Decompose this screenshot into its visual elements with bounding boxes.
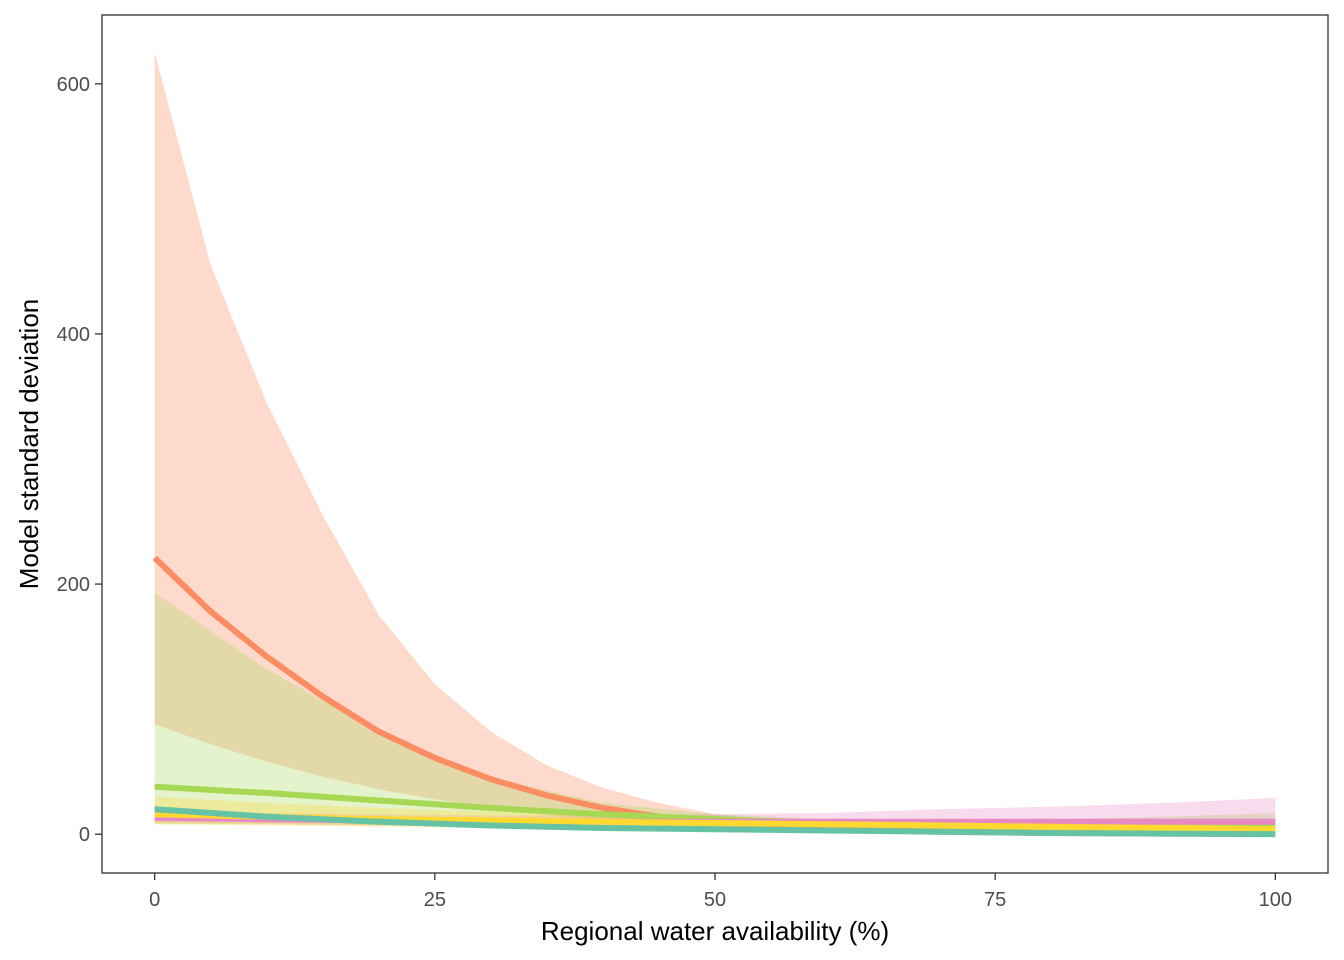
- plot-background: [102, 15, 1328, 873]
- series-lines: [152, 555, 1276, 838]
- x-tick-label: 75: [984, 889, 1006, 911]
- y-tick-label: 0: [79, 824, 90, 846]
- y-tick-label: 600: [57, 74, 90, 96]
- x-tick-label: 100: [1259, 889, 1292, 911]
- series-line-5: [154, 806, 1276, 838]
- y-tick-label: 200: [57, 574, 90, 596]
- y-axis: 0 200 400 600: [57, 74, 102, 846]
- ribbon-1: [154, 52, 1276, 835]
- ribbon-2: [154, 592, 1276, 832]
- y-axis-title: Model standard deviation: [14, 299, 44, 590]
- y-tick-label: 400: [57, 324, 90, 346]
- x-axis: 0 25 50 75 100: [149, 873, 1292, 911]
- x-axis-title: Regional water availability (%): [541, 916, 889, 946]
- x-tick-label: 0: [149, 889, 160, 911]
- x-tick-label: 25: [424, 889, 446, 911]
- x-tick-label: 50: [704, 889, 726, 911]
